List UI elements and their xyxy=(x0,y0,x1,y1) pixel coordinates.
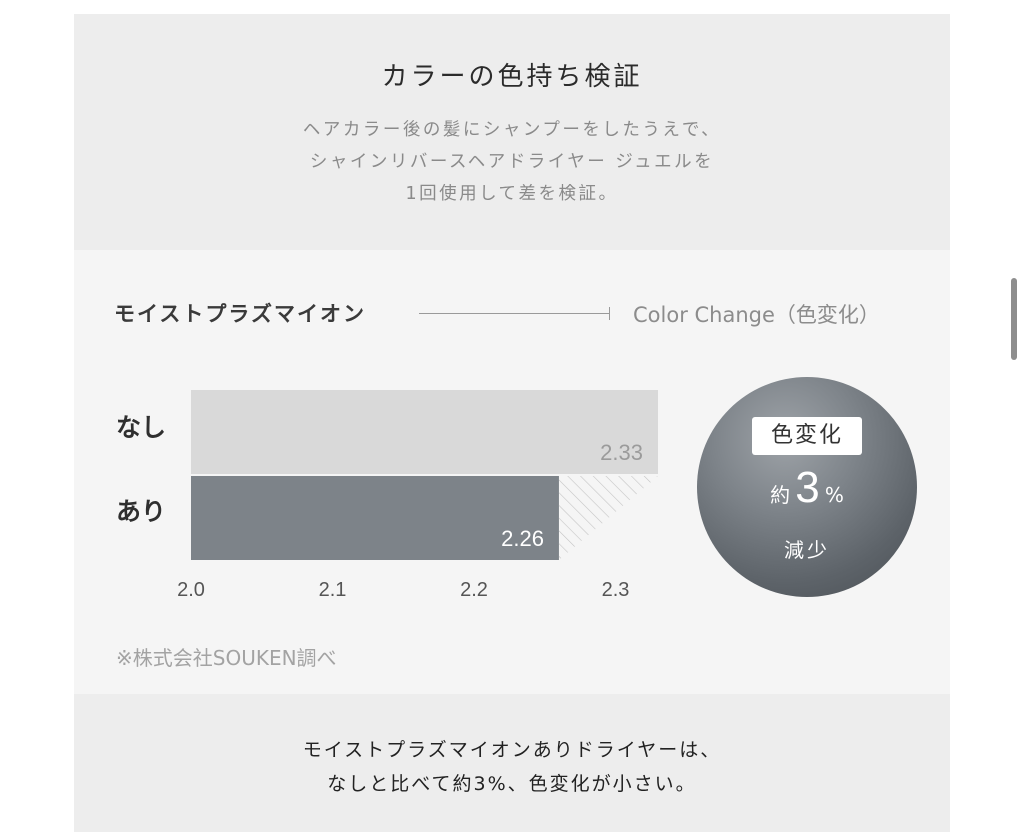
category-label-none: なし xyxy=(116,413,167,442)
bar-1 xyxy=(191,476,559,560)
legend-metric-label: Color Change（色変化） xyxy=(633,303,880,327)
page-title: カラーの色持ち検証 xyxy=(381,62,643,92)
source-note: ※株式会社SOUKEN調べ xyxy=(116,646,337,670)
content-panel: カラーの色持ち検証 ヘアカラー後の髪にシャンプーをしたうえで、 シャインリバース… xyxy=(74,14,950,832)
conclusion-section: モイストプラズマイオンありドライヤーは、 なしと比べて約3%、色変化が小さい。 xyxy=(74,694,950,832)
subtitle-line: シャインリバースヘアドライヤー ジュエルを xyxy=(309,152,715,172)
header-section: カラーの色持ち検証 ヘアカラー後の髪にシャンプーをしたうえで、 シャインリバース… xyxy=(74,14,950,250)
subtitle-line: ヘアカラー後の髪にシャンプーをしたうえで、 xyxy=(302,120,722,140)
category-label-with: あり xyxy=(116,497,167,526)
scrollbar-thumb[interactable] xyxy=(1011,278,1017,360)
bar-value-label-1: 2.26 xyxy=(501,526,544,551)
legend-factor-label: モイストプラズマイオン xyxy=(114,302,366,326)
bar-chart: 2.33 2.26 2.0 2.1 2.2 2.3 xyxy=(177,390,658,601)
callout-unit: % xyxy=(824,483,844,507)
conclusion-text: モイストプラズマイオンありドライヤーは、 なしと比べて約3%、色変化が小さい。 xyxy=(74,733,950,801)
callout-badge: 色変化 xyxy=(752,417,862,455)
conclusion-line: なしと比べて約3%、色変化が小さい。 xyxy=(327,773,697,795)
callout-value: 3 xyxy=(795,463,820,512)
bar-0 xyxy=(191,390,658,474)
conclusion-line: モイストプラズマイオンありドライヤーは、 xyxy=(302,739,722,761)
x-tick-label-1: 2.1 xyxy=(319,579,347,601)
subtitle: ヘアカラー後の髪にシャンプーをしたうえで、 シャインリバースヘアドライヤー ジュ… xyxy=(74,114,950,210)
difference-hatch xyxy=(558,476,658,560)
chart-section: モイストプラズマイオン Color Change（色変化） なし あり 2.33… xyxy=(74,250,950,694)
callout-value-line: 約 3 % xyxy=(697,463,917,513)
bar-value-label-0: 2.33 xyxy=(600,440,643,465)
legend-connector-tick xyxy=(609,307,610,320)
callout-prefix: 約 xyxy=(770,483,791,507)
change-callout-circle: 色変化 約 3 % 減少 xyxy=(697,377,917,597)
callout-suffix: 減少 xyxy=(784,538,830,562)
x-tick-label-3: 2.3 xyxy=(602,579,630,601)
legend-connector-line xyxy=(419,313,609,314)
subtitle-line: 1回使用して差を検証。 xyxy=(405,184,619,204)
x-tick-label-2: 2.2 xyxy=(460,579,488,601)
x-tick-label-0: 2.0 xyxy=(177,579,205,601)
